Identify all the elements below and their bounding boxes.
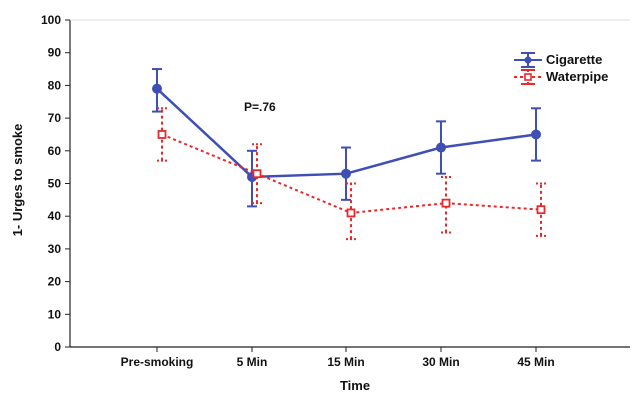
data-point [441, 198, 451, 208]
legend-item-cigarette: Cigarette [514, 52, 602, 68]
y-tick-label: 80 [48, 78, 62, 92]
legend-label: Waterpipe [546, 69, 608, 84]
data-point [531, 129, 541, 140]
x-tick-label: Pre-smoking [121, 355, 194, 369]
data-point [346, 208, 356, 218]
data-point [157, 130, 167, 139]
y-tick-label: 0 [54, 340, 61, 354]
data-point [252, 169, 262, 179]
x-axis-ticks: Pre-smoking 5 Min 15 Min 30 Min 45 Min [121, 347, 555, 369]
y-tick-label: 40 [48, 209, 62, 223]
x-tick-label: 15 Min [327, 355, 364, 369]
y-axis-ticks: 0 10 20 30 40 50 60 70 80 90 100 [41, 13, 70, 354]
legend-item-waterpipe: Waterpipe [514, 69, 608, 85]
p-value-annotation: P=.76 [244, 100, 276, 114]
y-tick-label: 100 [41, 13, 61, 27]
series-cigarette [152, 68, 541, 208]
y-tick-label: 10 [48, 307, 62, 321]
y-tick-label: 90 [48, 46, 62, 60]
data-point [436, 142, 446, 153]
x-tick-label: 45 Min [517, 355, 554, 369]
x-tick-label: 30 Min [422, 355, 459, 369]
y-tick-label: 60 [48, 144, 62, 158]
legend-marker [524, 56, 532, 64]
x-axis-title: Time [340, 378, 370, 393]
legend: Cigarette Waterpipe [514, 52, 608, 85]
y-tick-label: 30 [48, 242, 62, 256]
series-layer [152, 68, 546, 241]
x-tick-label: 5 Min [237, 355, 268, 369]
data-point [536, 205, 546, 215]
data-point [152, 83, 162, 94]
y-tick-label: 70 [48, 111, 62, 125]
y-tick-label: 50 [48, 177, 62, 191]
series-waterpipe [157, 107, 546, 241]
legend-marker [524, 73, 532, 81]
y-axis-title: 1- Urges to smoke [10, 124, 25, 237]
data-point [341, 168, 351, 179]
legend-label: Cigarette [546, 52, 602, 67]
y-tick-label: 20 [48, 275, 62, 289]
